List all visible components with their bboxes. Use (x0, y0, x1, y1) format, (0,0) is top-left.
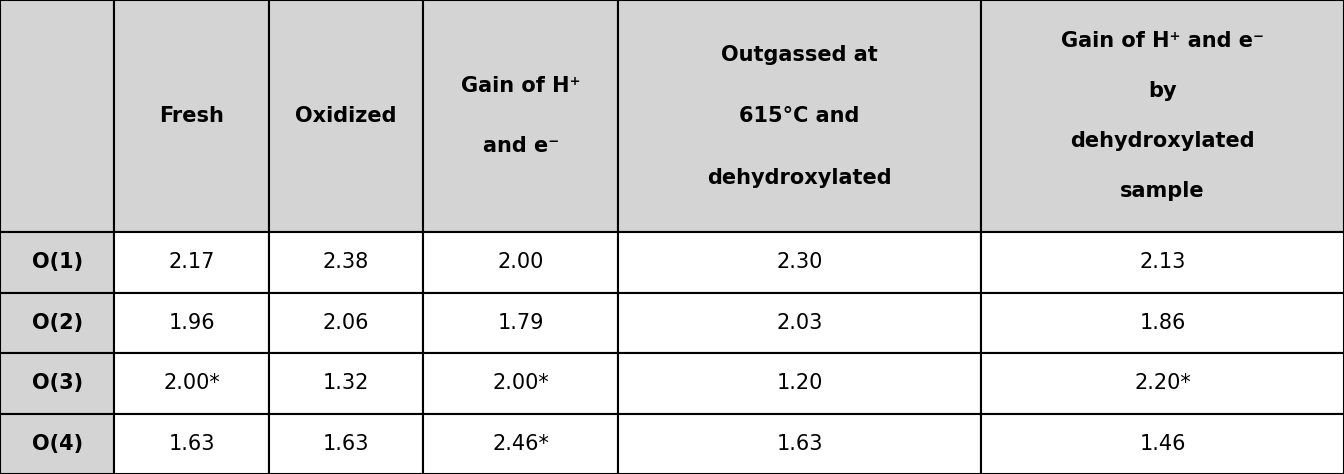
Bar (423, 0, 618, 232)
Text: Gain of H⁺ and e⁻: Gain of H⁺ and e⁻ (1060, 31, 1265, 51)
Bar (114, 353, 269, 413)
Text: 1.63: 1.63 (777, 434, 823, 454)
Text: Fresh: Fresh (159, 106, 224, 126)
Text: 2.13: 2.13 (1140, 253, 1185, 273)
Text: Outgassed at: Outgassed at (722, 45, 878, 64)
Bar (114, 292, 269, 353)
Text: 1.63: 1.63 (168, 434, 215, 454)
Bar (981, 353, 1344, 413)
Text: O(2): O(2) (31, 313, 83, 333)
Bar (618, 0, 981, 232)
Text: dehydroxylated: dehydroxylated (1070, 131, 1255, 151)
Bar (423, 232, 618, 292)
Text: 1.63: 1.63 (323, 434, 370, 454)
Text: dehydroxylated: dehydroxylated (707, 168, 892, 188)
Text: and e⁻: and e⁻ (482, 137, 559, 156)
Bar (423, 413, 618, 474)
Bar (0, 232, 114, 292)
Text: 1.46: 1.46 (1140, 434, 1185, 454)
Bar (981, 413, 1344, 474)
Bar (981, 292, 1344, 353)
Bar (981, 232, 1344, 292)
Text: O(1): O(1) (31, 253, 83, 273)
Bar (618, 413, 981, 474)
Bar (114, 232, 269, 292)
Text: 1.96: 1.96 (168, 313, 215, 333)
Bar (269, 353, 423, 413)
Bar (618, 353, 981, 413)
Text: 2.38: 2.38 (323, 253, 370, 273)
Bar (0, 0, 114, 232)
Text: 1.32: 1.32 (323, 374, 370, 393)
Bar (269, 232, 423, 292)
Text: 2.06: 2.06 (323, 313, 370, 333)
Text: 2.17: 2.17 (168, 253, 215, 273)
Bar (618, 232, 981, 292)
Bar (423, 292, 618, 353)
Bar (0, 292, 114, 353)
Text: 615°C and: 615°C and (739, 106, 860, 126)
Bar (114, 0, 269, 232)
Text: by: by (1148, 81, 1177, 101)
Text: 1.79: 1.79 (497, 313, 544, 333)
Text: 2.00: 2.00 (497, 253, 544, 273)
Text: Gain of H⁺: Gain of H⁺ (461, 76, 581, 96)
Text: Oxidized: Oxidized (296, 106, 396, 126)
Text: O(3): O(3) (31, 374, 83, 393)
Text: O(4): O(4) (31, 434, 83, 454)
Text: 1.86: 1.86 (1140, 313, 1185, 333)
Text: 2.00*: 2.00* (163, 374, 220, 393)
Bar (981, 0, 1344, 232)
Bar (269, 292, 423, 353)
Text: 2.46*: 2.46* (492, 434, 550, 454)
Bar (0, 413, 114, 474)
Bar (423, 353, 618, 413)
Text: 2.20*: 2.20* (1134, 374, 1191, 393)
Text: 1.20: 1.20 (777, 374, 823, 393)
Bar (0, 353, 114, 413)
Text: 2.30: 2.30 (777, 253, 823, 273)
Bar (618, 292, 981, 353)
Text: sample: sample (1121, 181, 1204, 201)
Bar (269, 0, 423, 232)
Bar (114, 413, 269, 474)
Bar (269, 413, 423, 474)
Text: 2.00*: 2.00* (492, 374, 550, 393)
Text: 2.03: 2.03 (777, 313, 823, 333)
